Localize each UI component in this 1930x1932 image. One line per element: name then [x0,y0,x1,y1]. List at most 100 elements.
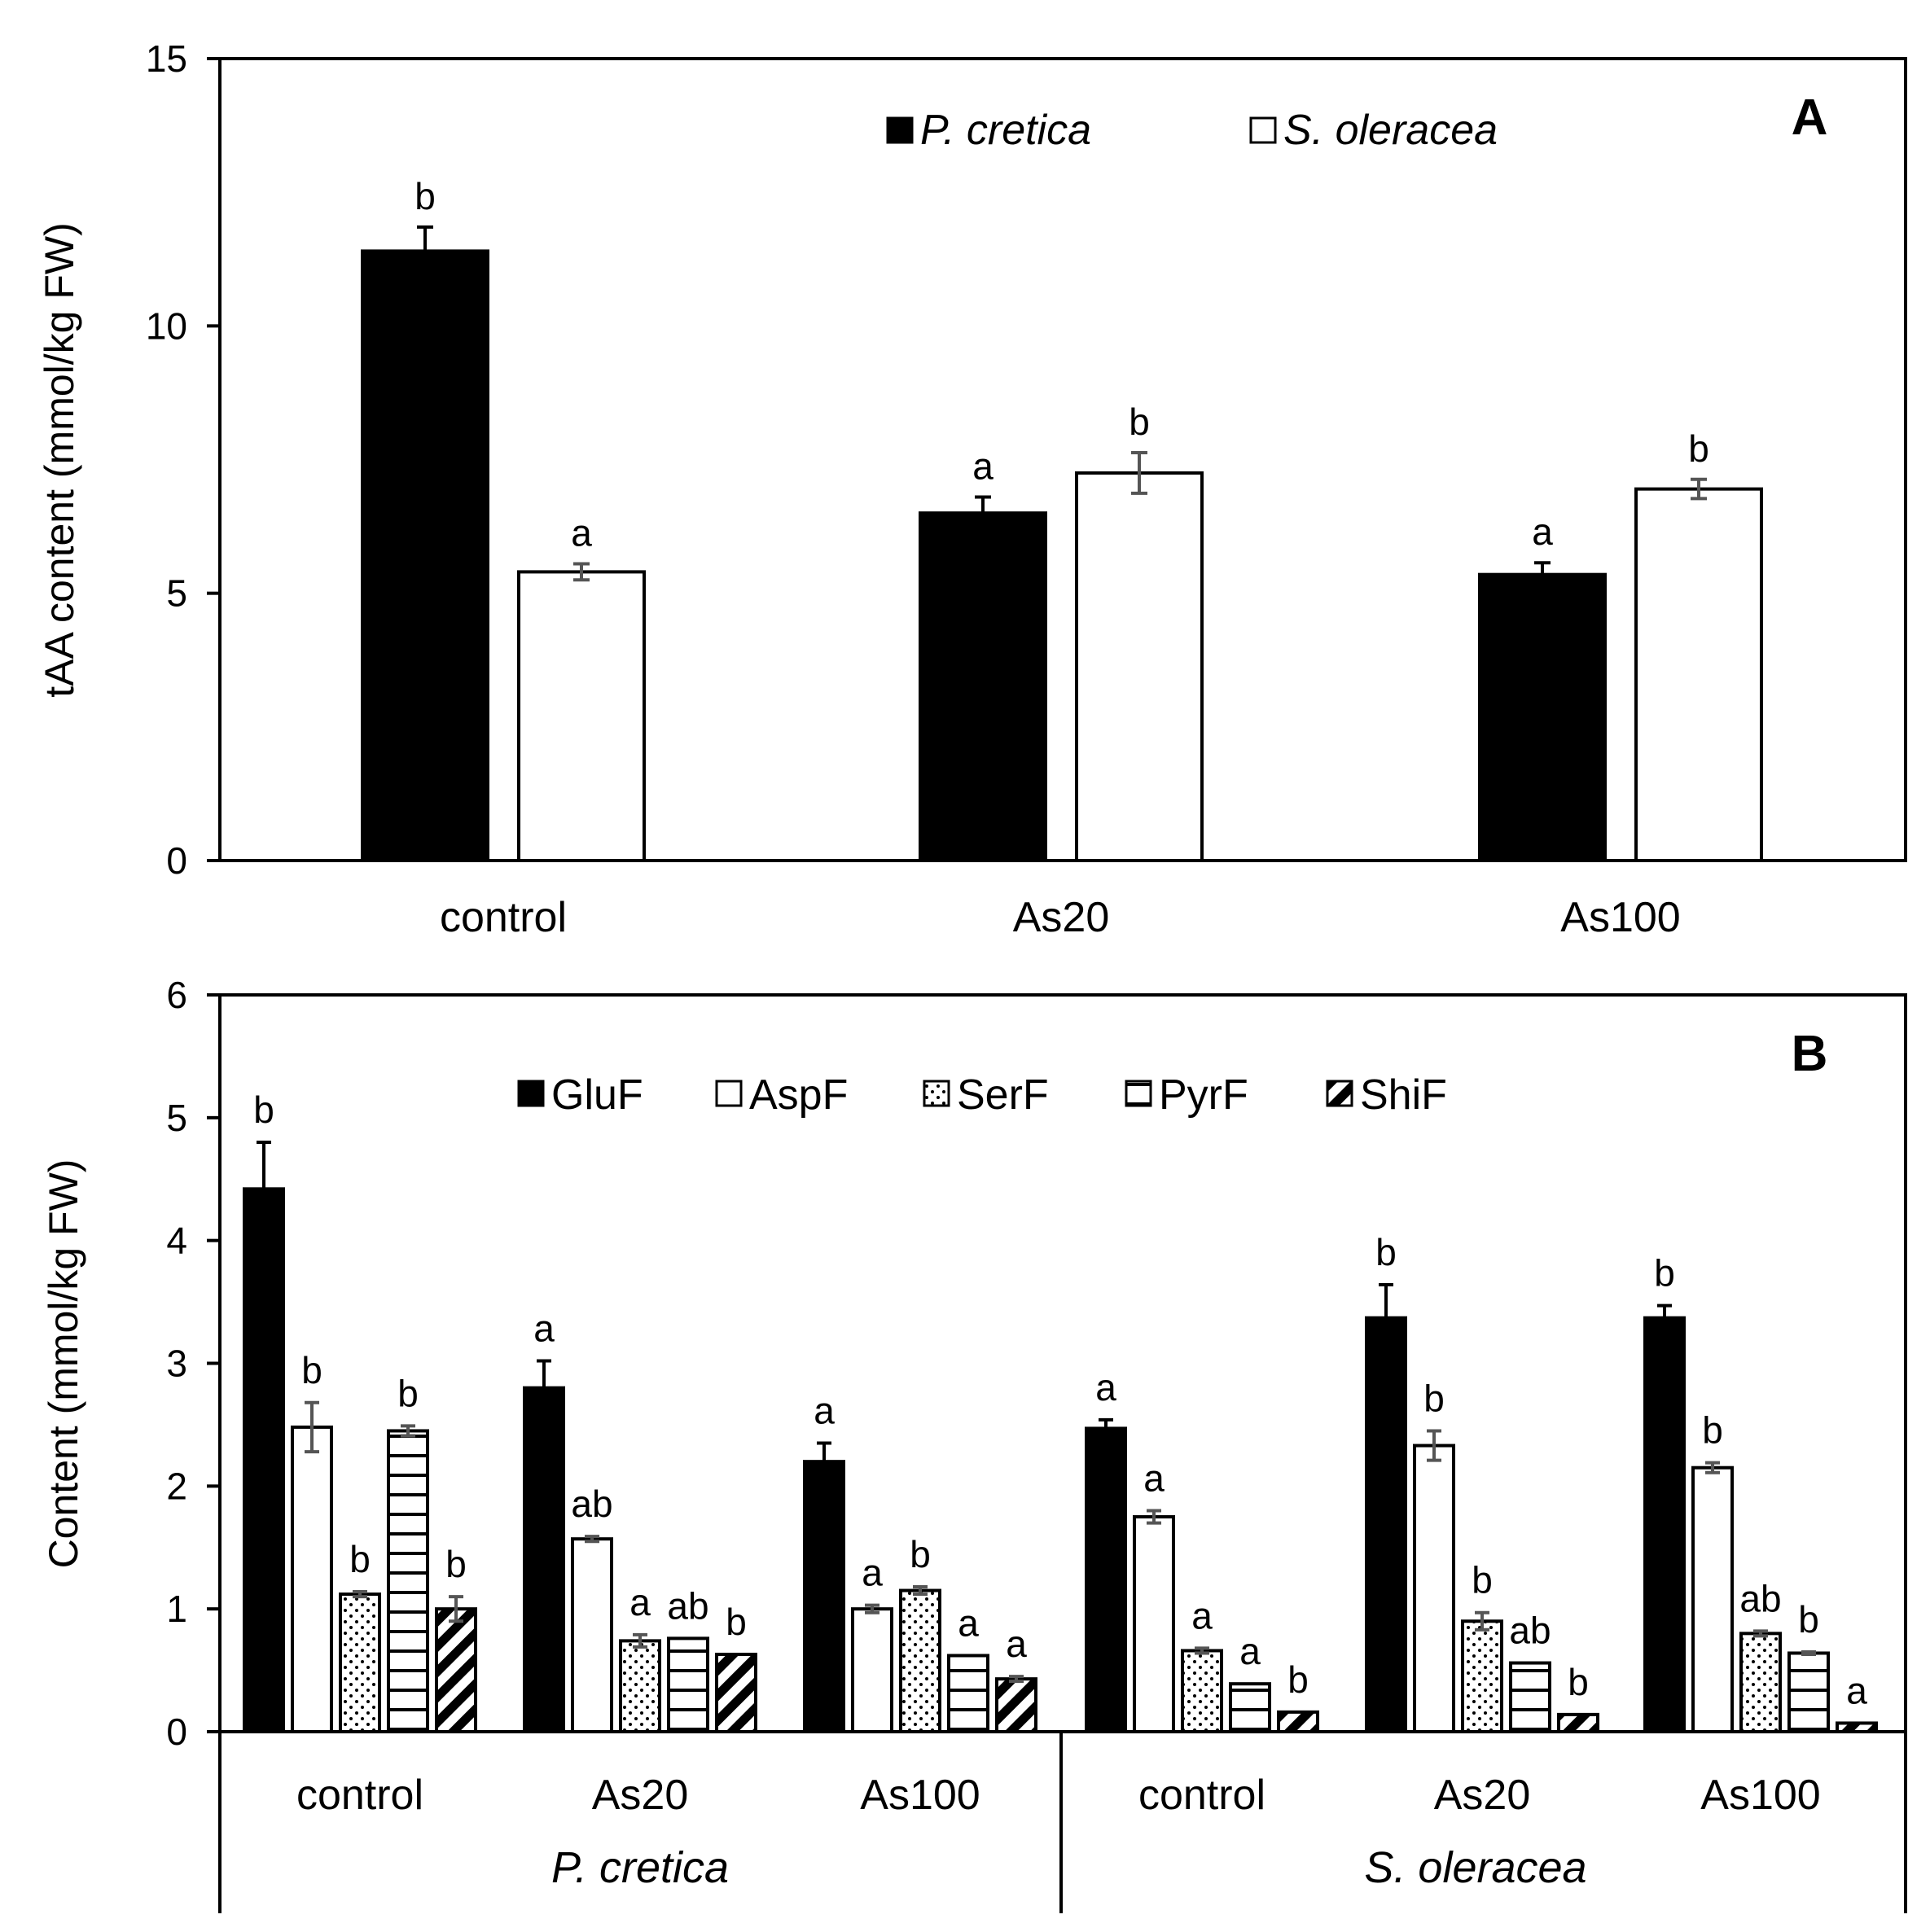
panel-b-x-axis: control As20 As100 control As20 As100 [296,1772,1821,1819]
panel-b-ytick-label: 4 [166,1220,187,1262]
panel-b-group-label-p-cretica: P. cretica [551,1843,729,1892]
panel-b-ytick-label: 5 [166,1097,187,1139]
significance-letter: b [445,1543,467,1585]
bar-s-oleracea-as100 [1634,487,1763,862]
panel-a-ytick-label: 0 [166,839,187,882]
panel-a-x-axis: control As20 As100 [440,894,1681,941]
bar-shif-as20 [715,1652,757,1733]
bar-aspf-control [1133,1515,1175,1733]
significance-letter: a [1846,1669,1867,1711]
panel-a: tAA content (mmol/kg FW) 0 5 10 15 control A… [37,37,1907,941]
significance-letter: a [862,1552,883,1594]
bar-serf-control [1181,1649,1223,1733]
panel-b-y-axis: 0 1 2 3 4 5 6 [166,974,220,1753]
panel-a-category-as100: As100 [1560,894,1680,941]
bar-serf-as20 [1461,1619,1503,1733]
legend-swatch-s-oleracea [1249,116,1277,144]
bar-shif-as100 [995,1677,1037,1733]
bar-gluf-as20 [523,1386,565,1733]
bar-gluf-control [1085,1426,1127,1733]
significance-letter: a [1191,1594,1213,1636]
legend-swatch-aspf [715,1080,743,1107]
legend-label-p-cretica: P. cretica [920,107,1091,154]
bar-aspf-as20 [1413,1444,1455,1734]
bar-aspf-as20 [571,1537,613,1733]
panel-a-frame [218,57,1907,862]
significance-letter: a [1143,1457,1165,1500]
significance-letter: b [1129,401,1150,443]
panel-b-ytick-label: 0 [166,1711,187,1753]
legend-swatch-gluf [517,1080,545,1107]
significance-letter: a [533,1307,555,1349]
panel-a-ytick-label: 5 [166,572,187,615]
panel-b-category-as100: As100 [1700,1772,1820,1819]
significance-letter: a [1006,1623,1027,1665]
bar-gluf-as100 [803,1460,845,1733]
bar-s-oleracea-as20 [1075,471,1204,863]
bar-p-cretica-control [361,249,489,862]
panel-b-ytick-label: 1 [166,1588,187,1630]
significance-letter: b [1798,1598,1819,1641]
bar-gluf-control [243,1187,285,1733]
bar-aspf-as100 [851,1607,893,1733]
panel-a-bars: b a a a b b [361,175,1763,863]
bar-serf-as20 [619,1639,661,1733]
bar-serf-as100 [1739,1632,1782,1734]
significance-letter: b [349,1538,371,1580]
legend-label-s-oleracea: S. oleracea [1283,107,1498,154]
significance-letter: b [1702,1409,1723,1452]
panel-a-ylabel: tAA content (mmol/kg FW) [37,222,82,697]
legend-label-aspf: AspF [749,1071,848,1119]
legend-swatch-shif [1326,1080,1353,1107]
panel-b-category-control: control [1138,1772,1265,1819]
bar-pyrf-as20 [1509,1661,1551,1733]
significance-letter: b [1375,1231,1397,1273]
bar-shif-as100 [1836,1721,1878,1733]
panel-b-category-as20: As20 [1434,1772,1531,1819]
bar-shif-as20 [1557,1712,1599,1733]
bar-pyrf-as100 [947,1654,989,1733]
significance-letter: b [1568,1661,1589,1703]
significance-letter: ab [1739,1577,1781,1619]
bar-serf-control [339,1592,381,1733]
significance-letter: a [958,1601,979,1644]
panel-a-category-control: control [440,894,567,941]
panel-b-category-as100: As100 [860,1772,980,1819]
significance-letter: ab [571,1483,612,1525]
panel-a-ytick-label: 10 [146,304,187,347]
legend-label-gluf: GluF [551,1071,643,1119]
legend-swatch-p-cretica [886,116,914,144]
significance-letter: b [1423,1377,1445,1419]
bar-aspf-control [291,1425,333,1734]
panel-b-legend: GluF AspF SerF PyrF ShiF [517,1071,1447,1119]
bar-pyrf-control [387,1429,429,1734]
bar-aspf-as100 [1691,1465,1734,1734]
significance-letter: a [629,1581,651,1623]
significance-letter: b [1654,1252,1675,1295]
significance-letter: ab [667,1584,708,1627]
significance-letter: b [301,1349,322,1391]
significance-letter: b [1287,1658,1309,1701]
significance-letter: a [1239,1630,1261,1672]
bar-s-oleracea-control [517,570,646,863]
significance-letter: b [397,1372,419,1414]
panel-b-category-control: control [296,1772,423,1819]
bar-shif-control [435,1607,477,1733]
panel-b-ytick-label: 6 [166,974,187,1016]
significance-letter: ab [1509,1610,1551,1652]
panel-b-group-label-s-oleracea: S. oleracea [1364,1843,1586,1892]
panel-a-legend: P. cretica S. oleracea [886,107,1498,154]
legend-swatch-serf [923,1080,950,1107]
bar-pyrf-as20 [667,1636,709,1734]
panel-b-letter: B [1792,1026,1828,1082]
significance-letter: b [1688,427,1709,470]
significance-letter: b [1472,1559,1493,1601]
significance-letter: a [1095,1366,1116,1408]
panel-b-ytick-label: 2 [166,1465,187,1507]
panel-b: Content (mmol/kg FW) 0 1 2 3 4 5 6 control As20… [41,974,1907,1913]
panel-a-y-axis: 0 5 10 15 [146,37,220,882]
significance-letter: a [972,445,994,487]
legend-label-pyrf: PyrF [1159,1071,1248,1119]
significance-letter: a [571,512,592,554]
